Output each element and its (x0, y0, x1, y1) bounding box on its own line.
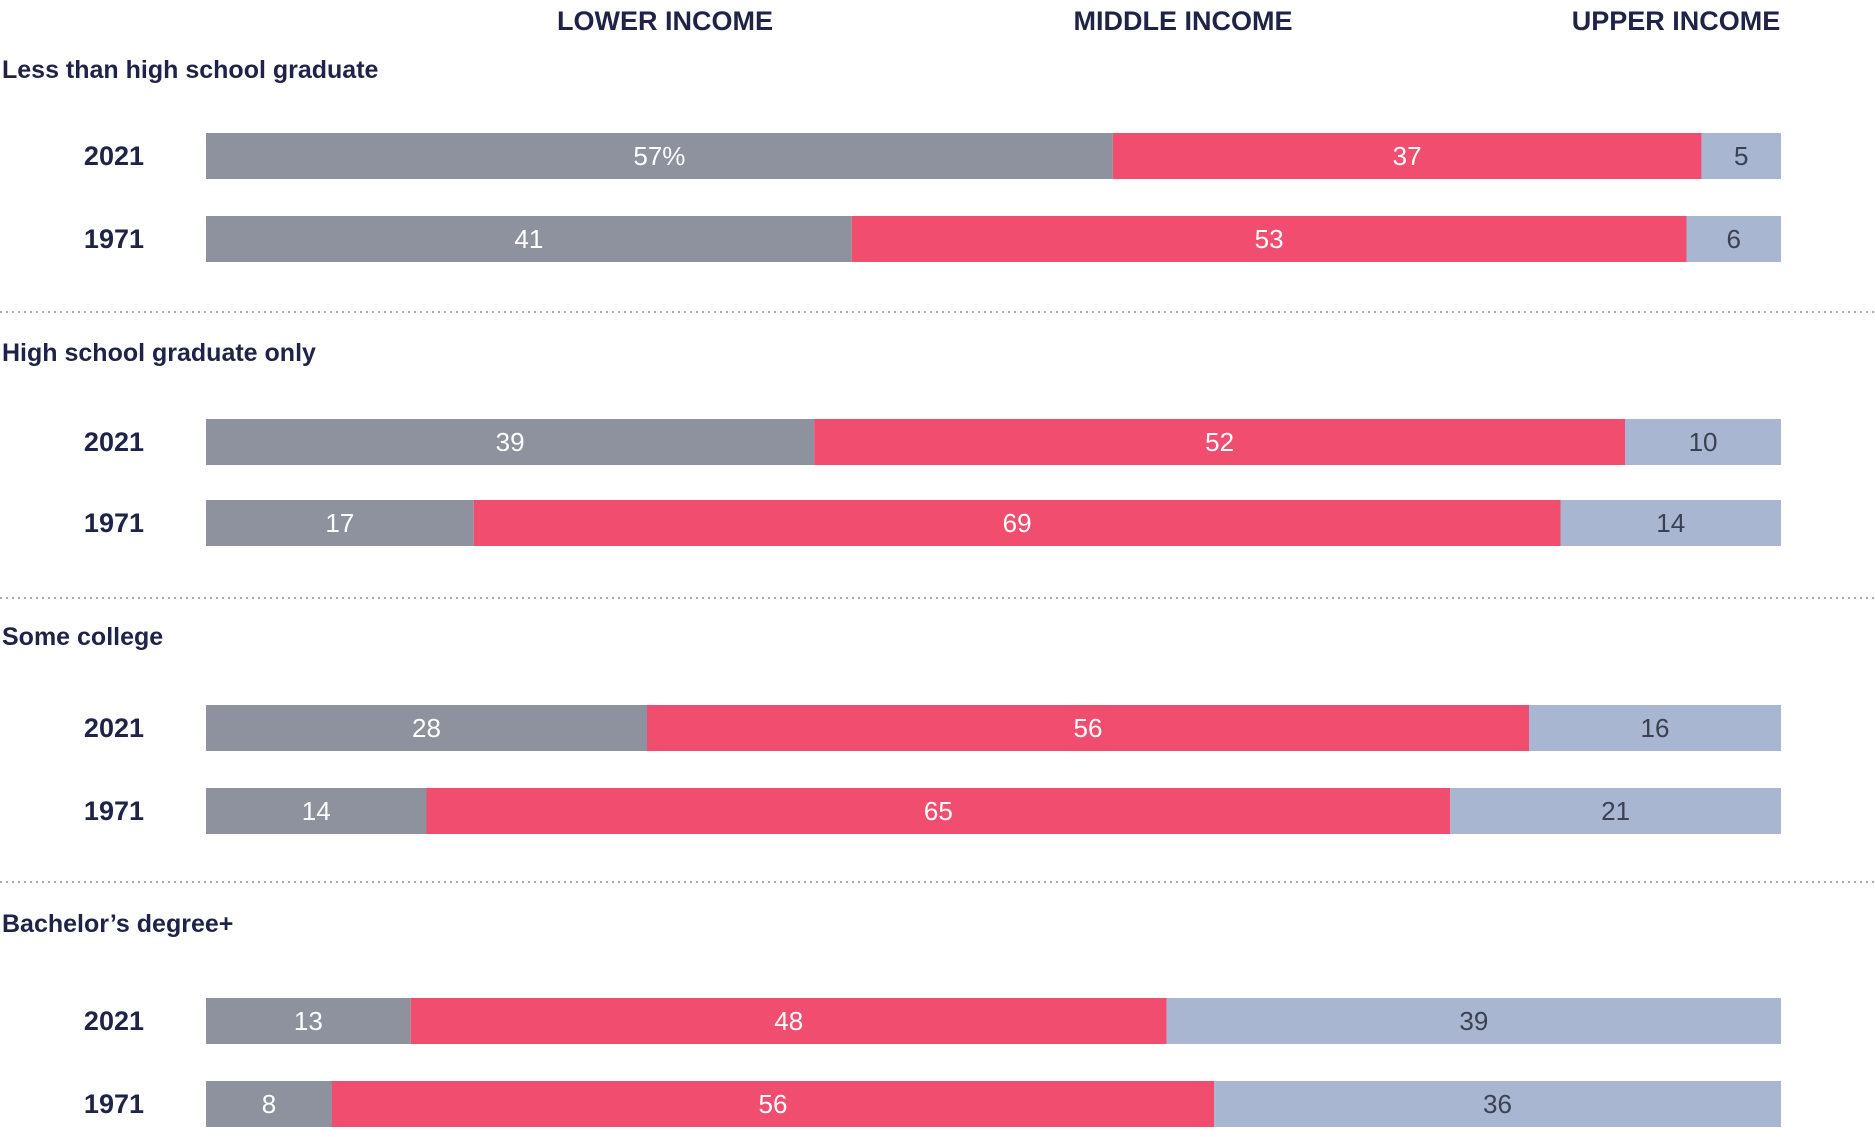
bar-group: Bachelor’s degree+ 2021 13 48 39 1971 8 56 36 (2, 910, 1781, 1127)
data-label: 8 (262, 1089, 276, 1119)
data-label: 39 (1459, 1006, 1488, 1036)
data-label: 16 (1641, 713, 1670, 743)
bar-segment (1625, 419, 1781, 465)
data-label: 57% (633, 141, 685, 171)
group-title: High school graduate only (2, 339, 316, 367)
bar-segment (1701, 133, 1781, 179)
data-label: 37 (1393, 141, 1422, 171)
bar-segment (473, 500, 1561, 546)
bar-segment (410, 998, 1167, 1044)
chart-groups: Less than high school graduate 2021 57% 37 5… (0, 56, 1875, 1127)
data-label: 52 (1205, 427, 1234, 457)
bar-segment (206, 705, 647, 751)
year-label: 1971 (84, 508, 144, 538)
data-label: 6 (1727, 224, 1741, 254)
year-label: 2021 (84, 1006, 144, 1036)
bar-segment (206, 500, 474, 546)
data-label: 21 (1601, 796, 1630, 826)
bar-group: Some college 2021 28 56 16 1971 14 65 21 (2, 623, 1781, 834)
bar-segment (1214, 1081, 1781, 1127)
bar-segment (332, 1081, 1214, 1127)
bar-group: Less than high school graduate 2021 57% 37 5… (2, 56, 1781, 262)
data-label: 56 (759, 1089, 788, 1119)
year-label: 2021 (84, 427, 144, 457)
data-label: 69 (1003, 508, 1032, 538)
bar-segment (647, 705, 1529, 751)
bar-segment (814, 419, 1626, 465)
data-label: 14 (302, 796, 331, 826)
bar-segment (206, 133, 1113, 179)
bar-segment (1560, 500, 1781, 546)
bar-segment (1529, 705, 1781, 751)
bar-segment (1686, 216, 1781, 262)
bar-segment (206, 788, 427, 834)
data-label: 13 (294, 1006, 323, 1036)
bar-segment (206, 1081, 332, 1127)
year-label: 1971 (84, 224, 144, 254)
bar-segment (1112, 133, 1702, 179)
year-label: 1971 (84, 796, 144, 826)
data-label: 48 (774, 1006, 803, 1036)
data-label: 56 (1074, 713, 1103, 743)
data-label: 36 (1483, 1089, 1512, 1119)
data-label: 5 (1734, 141, 1748, 171)
bar-segment (206, 419, 815, 465)
bar-segment (206, 216, 852, 262)
data-label: 17 (325, 508, 354, 538)
group-title: Less than high school graduate (2, 56, 379, 84)
data-label: 14 (1656, 508, 1685, 538)
legend: LOWER INCOME MIDDLE INCOME UPPER INCOME (557, 6, 1780, 36)
legend-lower-income: LOWER INCOME (557, 6, 773, 36)
year-label: 2021 (84, 713, 144, 743)
bar-segment (851, 216, 1687, 262)
bar-segment (1166, 998, 1781, 1044)
bar-group: High school graduate only 2021 39 52 10 1971 1… (2, 339, 1781, 546)
data-label: 39 (496, 427, 525, 457)
bar-segment (426, 788, 1451, 834)
data-label: 65 (924, 796, 953, 826)
group-title: Bachelor’s degree+ (2, 910, 233, 938)
bar-segment (1450, 788, 1781, 834)
data-label: 53 (1255, 224, 1284, 254)
year-label: 2021 (84, 141, 144, 171)
group-title: Some college (2, 623, 163, 651)
legend-upper-income: UPPER INCOME (1572, 6, 1781, 36)
data-label: 10 (1689, 427, 1718, 457)
data-label: 28 (412, 713, 441, 743)
data-label: 41 (514, 224, 543, 254)
legend-middle-income: MIDDLE INCOME (1074, 6, 1293, 36)
year-label: 1971 (84, 1089, 144, 1119)
bar-segment (206, 998, 411, 1044)
